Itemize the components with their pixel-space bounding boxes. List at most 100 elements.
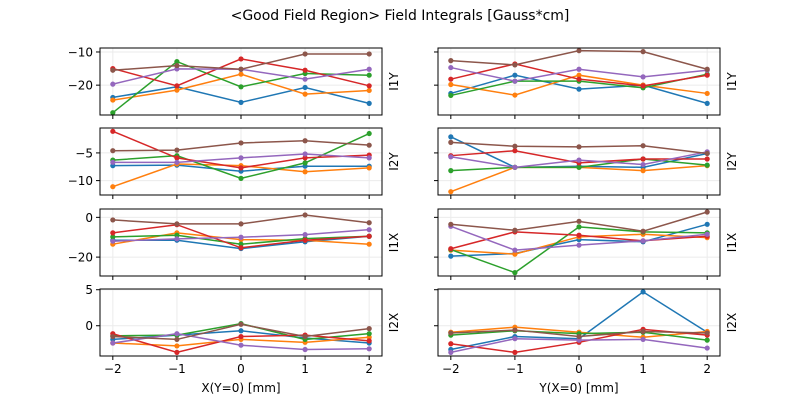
- data-point: [366, 66, 372, 72]
- data-point: [704, 345, 710, 351]
- data-point: [448, 330, 454, 336]
- data-point: [174, 87, 180, 93]
- data-point: [576, 164, 582, 170]
- data-point: [704, 150, 710, 157]
- data-point: [366, 326, 372, 332]
- data-point: [110, 128, 116, 134]
- data-point: [174, 155, 180, 161]
- data-point: [640, 228, 646, 234]
- data-point: [448, 134, 454, 140]
- data-point: [576, 157, 582, 163]
- data-point: [366, 241, 372, 247]
- data-point: [110, 67, 116, 73]
- data-point: [238, 66, 244, 72]
- data-point: [512, 148, 518, 154]
- data-point: [366, 51, 372, 57]
- data-point: [448, 92, 454, 99]
- data-point: [238, 342, 244, 348]
- data-point: [512, 247, 518, 253]
- data-point: [302, 232, 308, 238]
- data-point: [512, 349, 518, 355]
- data-point: [704, 231, 710, 237]
- data-point: [238, 71, 244, 77]
- data-point: [448, 221, 454, 227]
- data-point: [174, 159, 180, 165]
- data-point: [576, 86, 582, 92]
- data-point: [512, 92, 518, 98]
- data-point: [174, 343, 180, 349]
- data-point: [366, 100, 372, 106]
- data-point: [110, 110, 116, 116]
- data-point: [576, 48, 582, 54]
- data-point: [576, 232, 582, 238]
- data-point: [238, 84, 244, 90]
- y-axis-label: I1Y: [387, 72, 401, 91]
- data-point: [576, 66, 582, 72]
- data-point: [238, 165, 244, 171]
- data-point: [576, 224, 582, 230]
- data-point: [238, 155, 244, 161]
- data-point: [238, 328, 244, 334]
- data-point: [302, 237, 308, 243]
- data-point: [576, 333, 582, 340]
- data-point: [366, 165, 372, 171]
- subplot-i2x-y-scan: −2 −1 0 1 2 I2X Y(X=0) [mm]: [434, 288, 739, 395]
- data-point: [366, 220, 372, 226]
- data-point: [174, 336, 180, 343]
- x-tick-label: −2: [104, 362, 122, 376]
- data-point: [640, 289, 646, 295]
- data-point: [174, 58, 180, 65]
- x-tick-label: −2: [442, 362, 460, 376]
- y-axis-label: I1X: [725, 233, 739, 252]
- x-tick-label: −1: [168, 362, 186, 376]
- data-point: [302, 91, 308, 97]
- x-tick-label: 2: [365, 362, 373, 376]
- data-point: [448, 246, 454, 252]
- y-axis-label: I1Y: [725, 72, 739, 91]
- data-point: [238, 221, 244, 227]
- data-point: [576, 76, 582, 82]
- data-point: [174, 236, 180, 242]
- data-point: [110, 217, 116, 223]
- subplot-i1y-x-scan: −10 −20 I1Y: [68, 45, 401, 119]
- x-tick-label: 0: [237, 362, 245, 376]
- data-point: [110, 230, 116, 236]
- y-axis-label: I2X: [725, 313, 739, 332]
- figure-title: <Good Field Region> Field Integrals [Gau…: [231, 8, 570, 24]
- subplot-i2x-x-scan: −2 −1 0 1 2 5 0 I2X X(Y=0) [mm]: [85, 283, 401, 395]
- y-tick-label: −20: [68, 251, 93, 265]
- data-point: [512, 336, 518, 342]
- data-point: [704, 72, 710, 78]
- data-point: [302, 138, 308, 144]
- data-point: [448, 349, 454, 355]
- data-point: [640, 143, 646, 149]
- y-tick-label: −10: [68, 174, 93, 188]
- data-point: [238, 241, 244, 247]
- data-point: [110, 159, 116, 165]
- y-axis-label: I2Y: [387, 152, 401, 171]
- data-point: [174, 349, 180, 355]
- data-point: [640, 328, 646, 335]
- y-tick-label: 0: [85, 319, 93, 333]
- subplot-i2y-x-scan: −5 −10 I2Y: [68, 127, 401, 199]
- data-point: [366, 227, 372, 233]
- y-tick-label: 5: [85, 283, 93, 297]
- y-axis-label: I2Y: [725, 152, 739, 171]
- data-point: [640, 168, 646, 174]
- data-point: [302, 333, 308, 340]
- data-point: [704, 221, 710, 227]
- data-point: [448, 139, 454, 145]
- data-point: [302, 160, 308, 166]
- y-axis-label: I2X: [387, 313, 401, 332]
- data-point: [448, 58, 454, 64]
- data-point: [640, 49, 646, 55]
- data-point: [110, 234, 116, 240]
- data-point: [640, 336, 646, 343]
- data-point: [448, 81, 454, 88]
- data-point: [704, 90, 710, 97]
- data-point: [640, 161, 646, 168]
- data-point: [576, 242, 582, 248]
- data-point: [238, 99, 244, 105]
- x-tick-label: 1: [301, 362, 309, 376]
